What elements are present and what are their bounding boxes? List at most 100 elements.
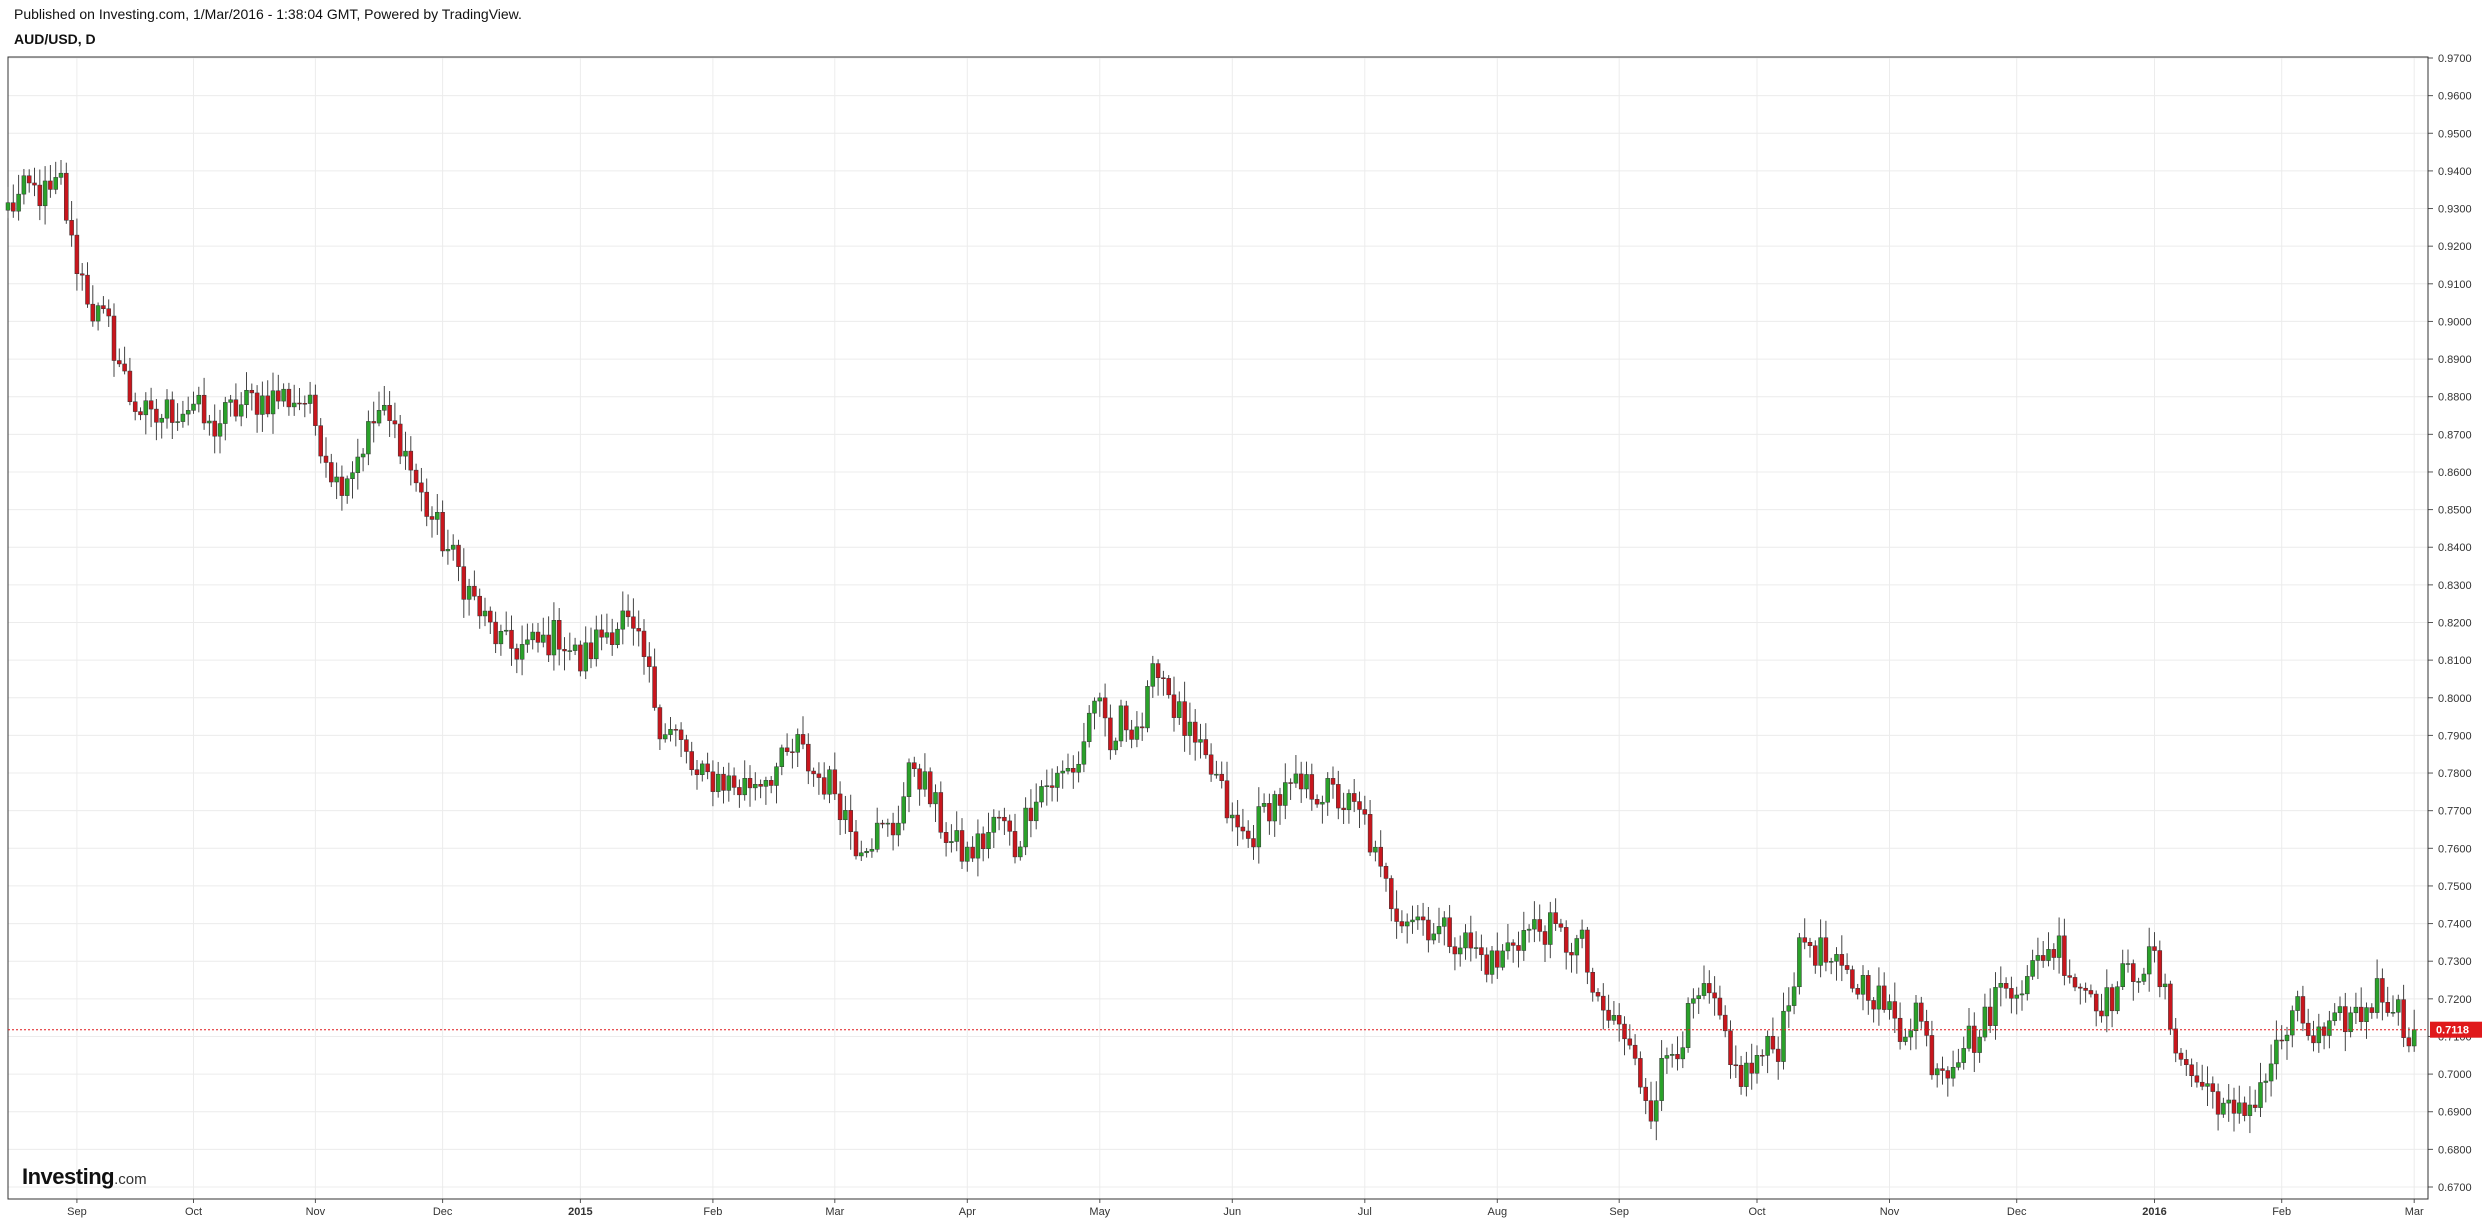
candle-body[interactable] (2237, 1102, 2242, 1114)
candle-body[interactable] (101, 305, 106, 309)
candle-body[interactable] (2401, 999, 2406, 1038)
candle-body[interactable] (260, 395, 265, 415)
candle-body[interactable] (1081, 741, 1087, 765)
candle-body[interactable] (2406, 1037, 2412, 1047)
candle-body[interactable] (2062, 935, 2067, 976)
candle-body[interactable] (975, 833, 981, 859)
candle-body[interactable] (90, 303, 96, 322)
candle-body[interactable] (1394, 908, 1399, 922)
candle-body[interactable] (885, 822, 891, 825)
candle-body[interactable] (2035, 955, 2041, 961)
candle-body[interactable] (917, 768, 922, 790)
candle-body[interactable] (26, 175, 32, 184)
candle-body[interactable] (2247, 1104, 2253, 1116)
candle-body[interactable] (906, 762, 912, 797)
candle-body[interactable] (949, 841, 954, 843)
candle-body[interactable] (1505, 942, 1511, 952)
candle-body[interactable] (37, 184, 43, 207)
candle-body[interactable] (1548, 912, 1553, 945)
candle-body[interactable] (74, 234, 80, 274)
candle-body[interactable] (2046, 949, 2051, 961)
candle-body[interactable] (710, 771, 716, 792)
candle-body[interactable] (768, 780, 774, 786)
candle-body[interactable] (503, 629, 509, 632)
candle-body[interactable] (1940, 1068, 1945, 1071)
candle-body[interactable] (1351, 793, 1357, 802)
candle-body[interactable] (1389, 878, 1394, 910)
candle-body[interactable] (806, 743, 811, 772)
candle-body[interactable] (2109, 987, 2115, 1012)
candle-body[interactable] (117, 360, 122, 365)
candle-body[interactable] (790, 751, 795, 753)
candle-body[interactable] (461, 566, 467, 600)
candle-body[interactable] (1479, 947, 1484, 956)
candle-body[interactable] (1765, 1035, 1770, 1056)
candle-body[interactable] (291, 402, 297, 408)
candle-body[interactable] (996, 816, 1002, 819)
candle-body[interactable] (302, 403, 308, 405)
candle-body[interactable] (1256, 806, 1262, 848)
candle-body[interactable] (2040, 955, 2046, 961)
candle-body[interactable] (784, 747, 790, 752)
candle-body[interactable] (1071, 768, 1076, 773)
candle-body[interactable] (1993, 987, 1998, 1026)
candle-body[interactable] (2369, 1007, 2375, 1013)
candle-body[interactable] (742, 778, 747, 796)
candle-body[interactable] (21, 175, 27, 195)
candle-body[interactable] (1972, 1025, 1977, 1053)
candle-body[interactable] (1611, 1015, 1617, 1021)
candle-body[interactable] (599, 629, 604, 638)
candle-body[interactable] (657, 707, 663, 740)
candle-body[interactable] (2343, 1006, 2348, 1033)
candle-body[interactable] (2168, 983, 2173, 1030)
candle-body[interactable] (1124, 705, 1129, 731)
candle-body[interactable] (980, 833, 986, 850)
candle-body[interactable] (578, 644, 583, 672)
candle-body[interactable] (2221, 1102, 2226, 1115)
candle-body[interactable] (2263, 1080, 2269, 1083)
candle-body[interactable] (1892, 1001, 1898, 1019)
candle-body[interactable] (1304, 774, 1309, 790)
candle-body[interactable] (874, 822, 880, 850)
candle-body[interactable] (2067, 975, 2072, 978)
candle-body[interactable] (1023, 807, 1028, 848)
candle-body[interactable] (731, 775, 737, 788)
candle-body[interactable] (85, 274, 90, 305)
candle-body[interactable] (1813, 945, 1818, 966)
candle-body[interactable] (763, 780, 769, 787)
candle-body[interactable] (1775, 1048, 1781, 1062)
candle-body[interactable] (2295, 996, 2300, 1011)
candle-body[interactable] (1182, 701, 1187, 736)
candle-body[interactable] (466, 585, 472, 600)
candle-body[interactable] (2364, 1007, 2369, 1022)
candle-body[interactable] (1998, 983, 2004, 988)
candle-body[interactable] (1203, 739, 1209, 756)
candle-body[interactable] (1420, 916, 1426, 921)
candle-body[interactable] (604, 632, 610, 638)
candle-body[interactable] (2099, 1010, 2104, 1017)
candle-body[interactable] (1171, 694, 1177, 718)
candle-body[interactable] (1654, 1100, 1659, 1122)
candle-body[interactable] (2374, 978, 2380, 1013)
candle-body[interactable] (1012, 831, 1018, 858)
candle-body[interactable] (1092, 700, 1097, 714)
candle-body[interactable] (223, 402, 228, 424)
candle-body[interactable] (1908, 1030, 1913, 1038)
candle-body[interactable] (1404, 921, 1410, 927)
candle-body[interactable] (2136, 981, 2141, 983)
candle-body[interactable] (641, 630, 647, 657)
candle-body[interactable] (1691, 998, 1696, 1004)
candle-body[interactable] (1834, 954, 1839, 962)
candle-body[interactable] (1786, 1005, 1792, 1012)
candle-body[interactable] (1558, 923, 1564, 928)
candle-body[interactable] (1330, 778, 1336, 785)
candle-body[interactable] (965, 846, 970, 862)
candle-body[interactable] (1166, 678, 1171, 696)
candle-body[interactable] (673, 729, 679, 731)
candle-body[interactable] (164, 399, 170, 419)
candle-body[interactable] (1982, 1006, 1988, 1038)
candle-body[interactable] (2268, 1063, 2274, 1082)
candle-body[interactable] (1362, 809, 1368, 815)
candle-body[interactable] (344, 478, 350, 496)
candle-body[interactable] (1426, 919, 1431, 941)
